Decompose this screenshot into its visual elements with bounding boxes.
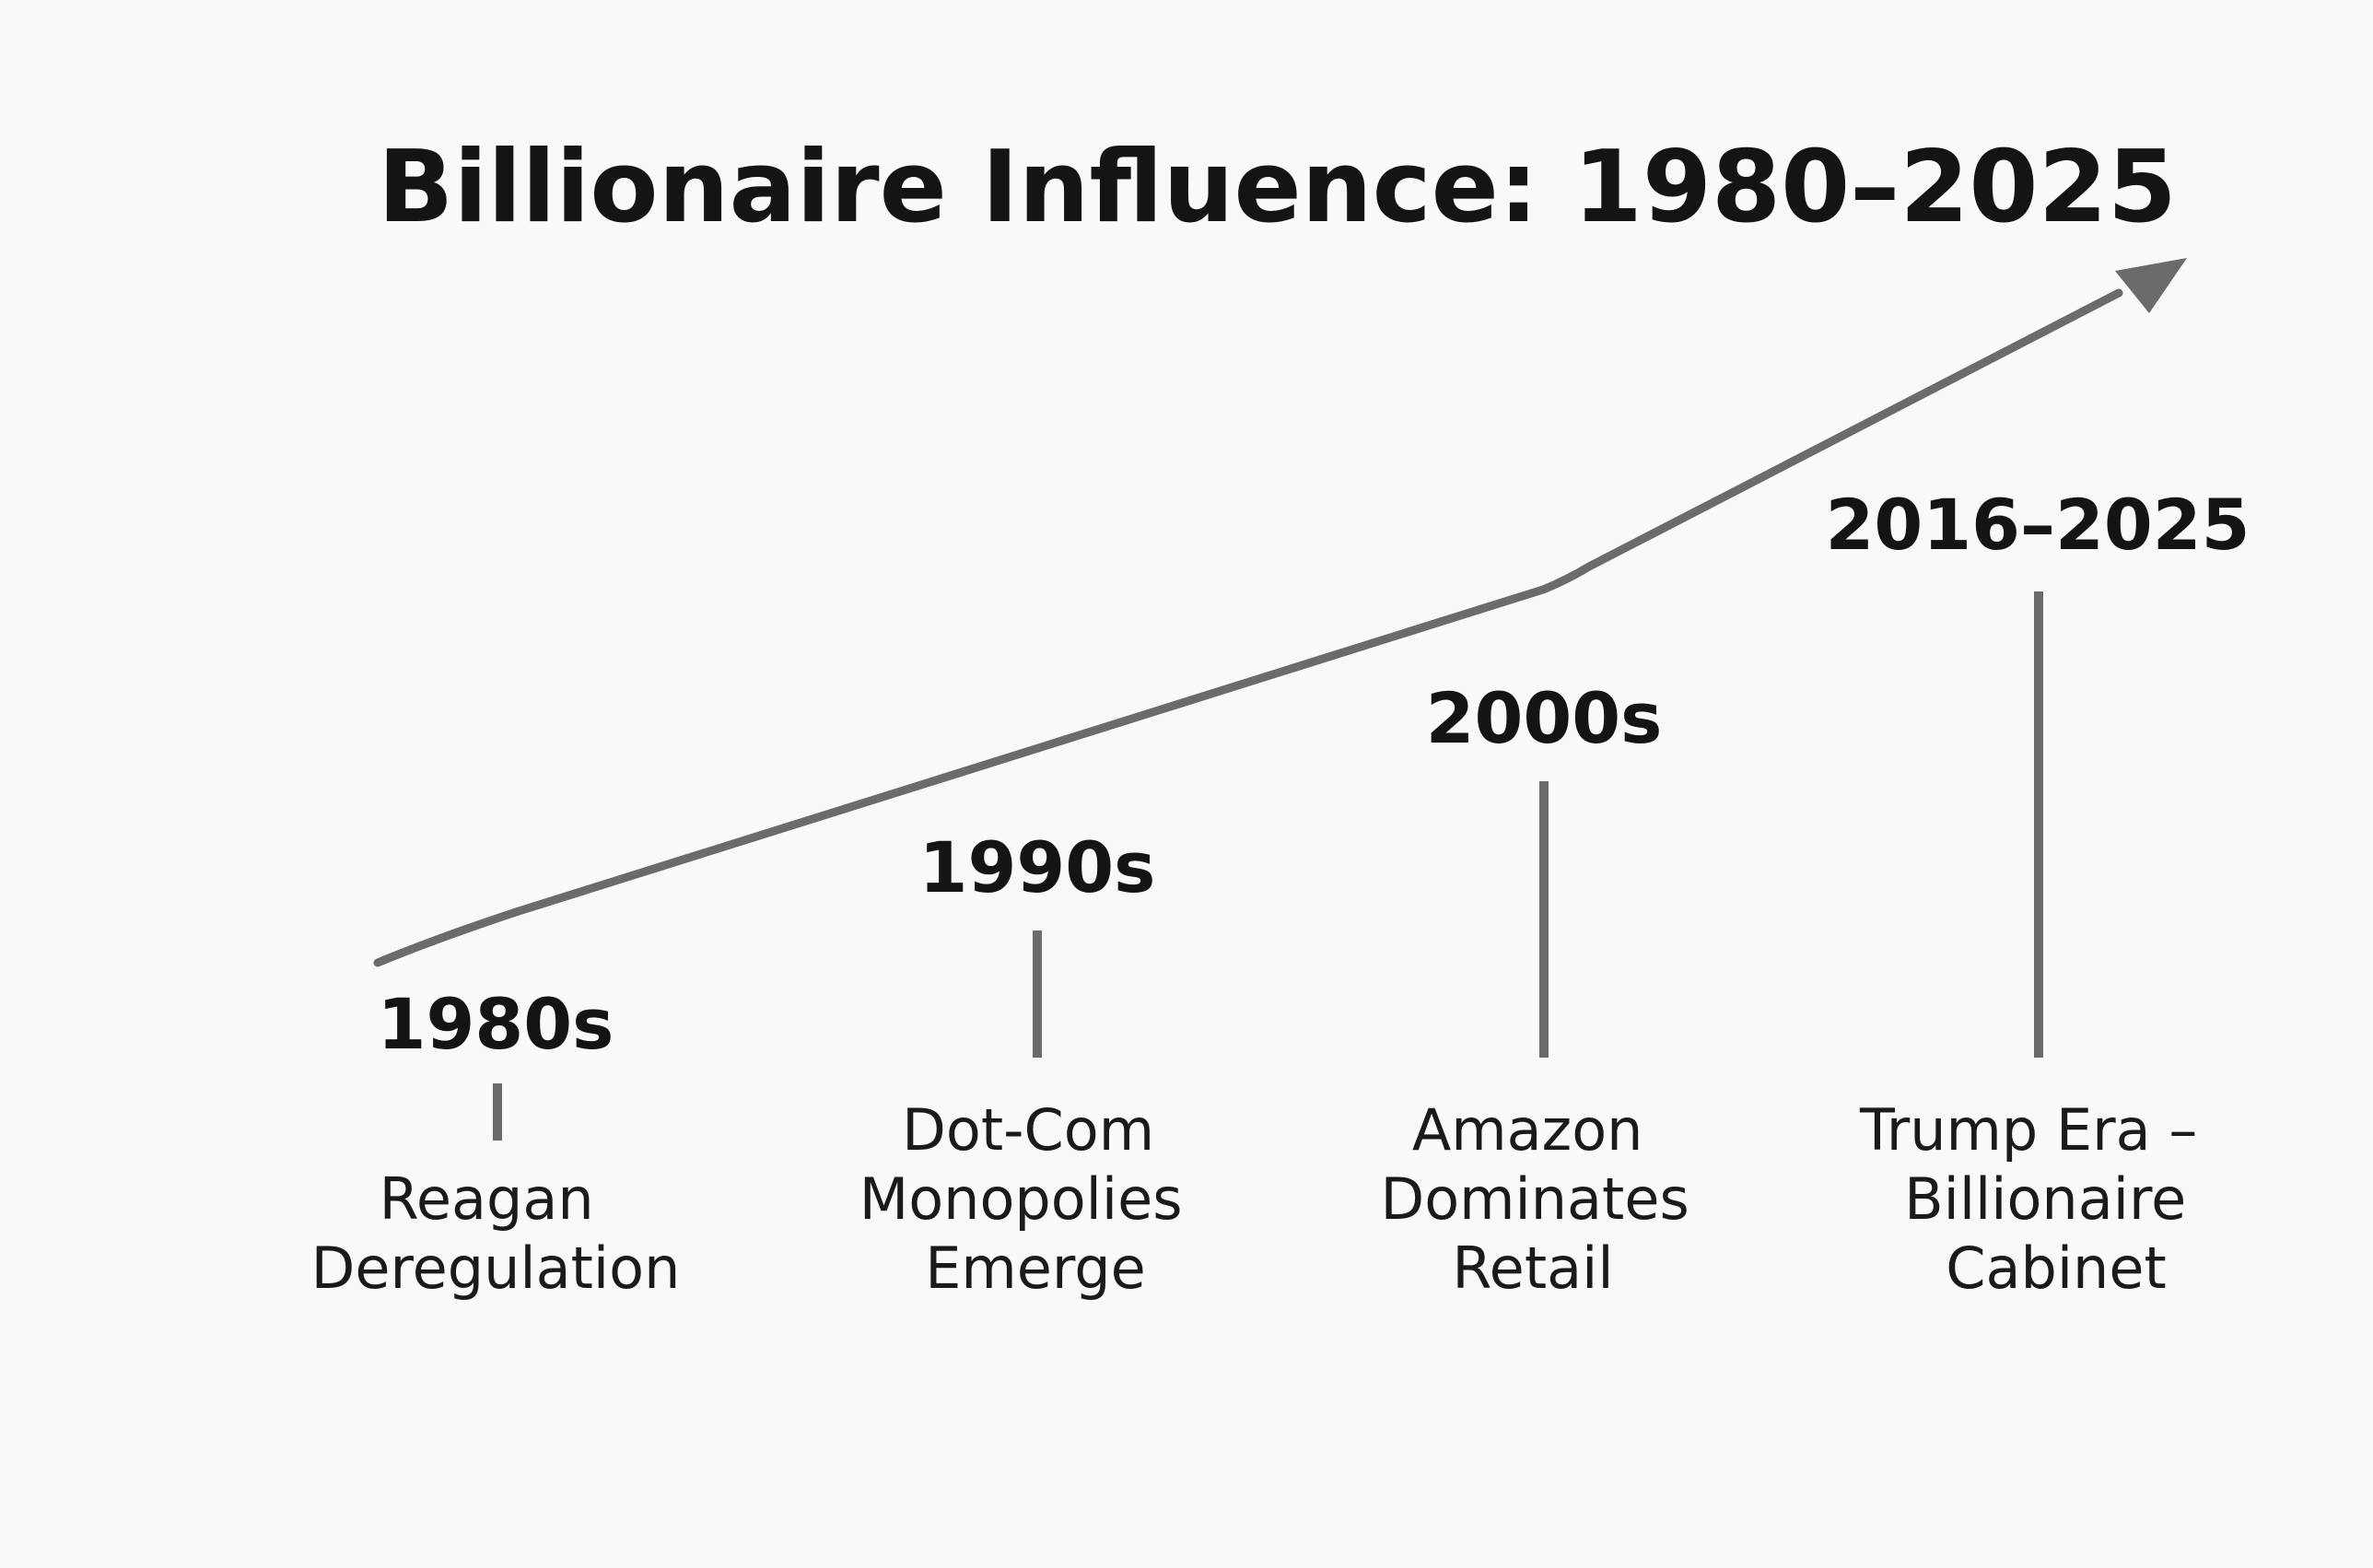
milestone-era-label: 2016–2025 (1825, 484, 2250, 566)
description-line: Billionaire (1904, 1165, 2186, 1233)
description-line: Dot-Com (902, 1096, 1154, 1164)
milestone-era-label: 1980s (378, 983, 614, 1065)
trend-line (373, 288, 2123, 967)
milestone-description: Trump Era – Billionaire Cabinet (1859, 1096, 2215, 1302)
milestone-description: Dot-Com Monopolies Emerge (859, 1096, 1201, 1302)
description-line: Dominates (1380, 1165, 1689, 1233)
trend-arrowhead-icon (2115, 258, 2187, 313)
milestone-1980s: 1980s Reagan Deregulation (311, 983, 681, 1302)
milestone-2000s: 2000s Amazon Dominates Retail (1380, 677, 1707, 1302)
diagram-title: Billionaire Influence: 1980–2025 (378, 130, 2177, 245)
description-line: Cabinet (1946, 1235, 2167, 1302)
milestone-2016-2025: 2016–2025 Trump Era – Billionaire Cabine… (1825, 484, 2250, 1302)
description-line: Reagan (380, 1165, 594, 1233)
milestone-era-label: 1990s (919, 826, 1156, 908)
milestone-description: Amazon Dominates Retail (1380, 1096, 1707, 1302)
description-line: Deregulation (311, 1235, 681, 1302)
description-line: Emerge (925, 1235, 1146, 1302)
description-line: Retail (1452, 1235, 1613, 1302)
description-line: Monopolies (859, 1165, 1183, 1233)
description-line: Trump Era – (1859, 1096, 2197, 1164)
milestone-era-label: 2000s (1426, 677, 1663, 759)
description-line: Amazon (1412, 1096, 1643, 1164)
milestone-description: Reagan Deregulation (311, 1165, 681, 1302)
milestone-1990s: 1990s Dot-Com Monopolies Emerge (859, 826, 1201, 1302)
